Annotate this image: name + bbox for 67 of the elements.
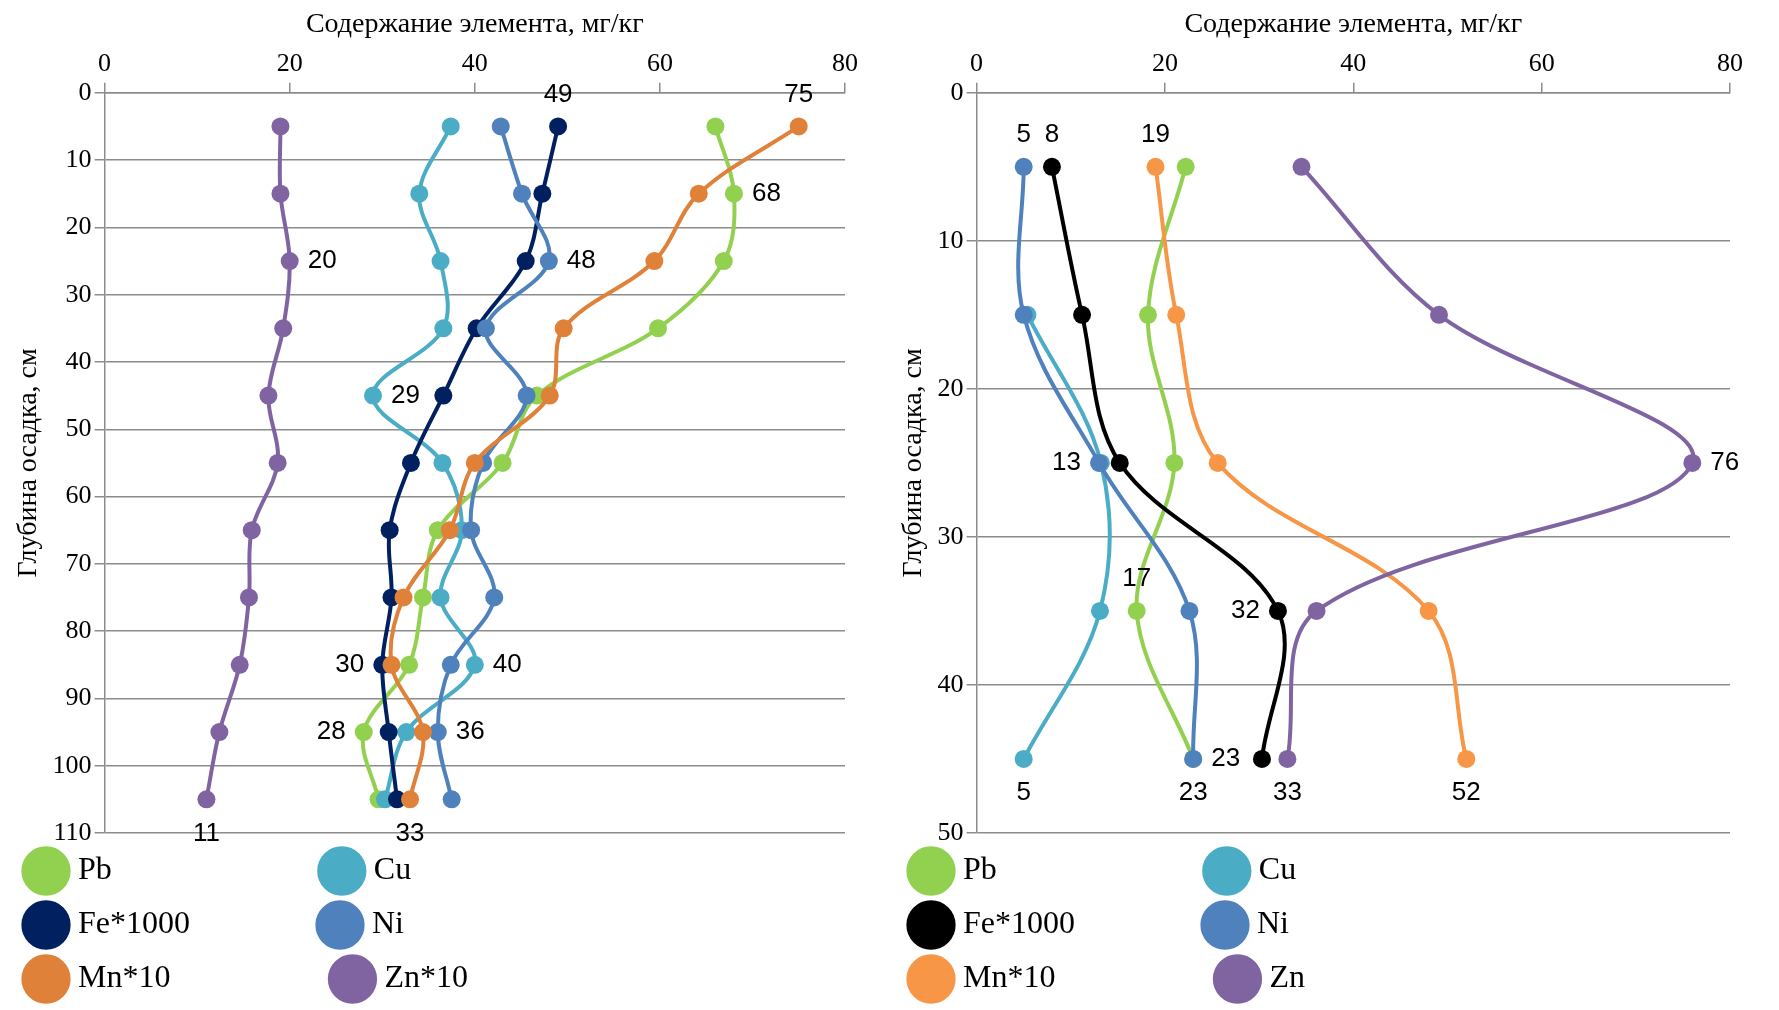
x-tick-label: 20	[1151, 48, 1178, 78]
x-tick-label: 80	[832, 48, 858, 78]
x-axis-title: Содержание элемента, мг/кг	[1184, 7, 1523, 39]
legend-label: Pb	[78, 850, 304, 887]
legend-label: Zn	[1269, 958, 1497, 995]
y-tick-label: 40	[65, 345, 92, 375]
data-label: 76	[1710, 446, 1740, 477]
data-label: 36	[455, 715, 485, 746]
y-tick-label: 20	[65, 211, 92, 241]
y-tick-label: 10	[937, 224, 964, 254]
legend-label: Cu	[373, 850, 604, 887]
y-tick-label: 0	[78, 76, 92, 106]
y-tick-label: 10	[65, 143, 92, 173]
y-tick-label: 50	[65, 413, 92, 443]
legend-label: Pb	[963, 850, 1189, 887]
y-tick-label: 80	[65, 614, 92, 644]
x-tick-label: 20	[276, 48, 303, 78]
data-label: 11	[192, 816, 220, 847]
legend-label: Zn*10	[384, 958, 612, 995]
y-tick-label: 20	[937, 372, 964, 402]
data-label: 48	[566, 244, 596, 275]
y-tick-label: 30	[937, 520, 964, 550]
x-axis-title: Содержание элемента, мг/кг	[305, 7, 644, 39]
data-label: 29	[390, 378, 420, 409]
legend-label: Fe*1000	[963, 904, 1187, 941]
x-tick-label: 0	[98, 48, 112, 78]
legend-label: Mn*10	[963, 958, 1200, 995]
legend-label: Fe*1000	[78, 904, 302, 941]
data-label: 30	[335, 647, 365, 678]
legend-label: Mn*10	[78, 958, 315, 995]
data-label: 23	[1178, 776, 1208, 807]
data-label: 19	[1141, 117, 1170, 148]
data-label: 23	[1211, 742, 1241, 773]
data-label: 75	[784, 77, 814, 108]
data-label: 40	[492, 647, 522, 678]
y-tick-label: 100	[52, 749, 92, 779]
y-tick-label: 40	[937, 668, 964, 698]
y-tick-label: 90	[65, 682, 92, 712]
data-label: 5	[1016, 776, 1031, 807]
x-tick-label: 40	[461, 48, 488, 78]
data-label: 13	[1052, 446, 1082, 477]
data-label: 28	[316, 715, 346, 746]
legend-label: Ni	[1257, 904, 1481, 941]
data-label: 52	[1451, 776, 1481, 807]
y-tick-label: 110	[53, 816, 92, 846]
y-tick-label: 0	[950, 76, 964, 106]
data-label: 33	[1272, 776, 1302, 807]
x-tick-label: 40	[1340, 48, 1367, 78]
y-tick-label: 70	[65, 547, 92, 577]
data-label: 33	[395, 816, 425, 847]
data-label: 32	[1231, 594, 1260, 625]
y-tick-label: 60	[65, 480, 92, 510]
data-label: 20	[307, 244, 337, 275]
data-label: 68	[751, 176, 781, 207]
data-label: 5	[1016, 117, 1031, 148]
x-tick-label: 80	[1717, 48, 1743, 78]
legend-label: Ni	[372, 904, 596, 941]
y-axis-title: Глубина осадка, см	[11, 348, 43, 578]
data-label: 8	[1044, 117, 1060, 148]
y-axis-title: Глубина осадка, см	[896, 348, 928, 578]
x-tick-label: 60	[646, 48, 673, 78]
y-tick-label: 30	[65, 278, 92, 308]
x-tick-label: 60	[1528, 48, 1555, 78]
y-tick-label: 50	[937, 816, 964, 846]
legend-label: Cu	[1258, 850, 1489, 887]
data-label: 49	[543, 77, 573, 108]
x-tick-label: 0	[970, 48, 984, 78]
